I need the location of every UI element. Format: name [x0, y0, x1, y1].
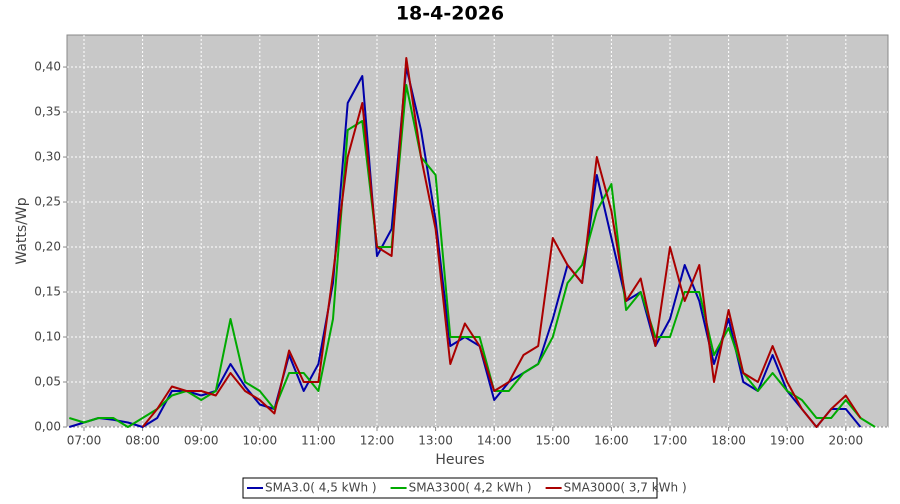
x-tick-label: 09:00 — [184, 434, 219, 448]
y-tick-label: 0,25 — [34, 195, 61, 209]
y-tick-label: 0,30 — [34, 150, 61, 164]
chart-title: 18-4-2026 — [396, 3, 504, 25]
x-tick-label: 13:00 — [418, 434, 453, 448]
legend-label: SMA3000( 3,7 kWh ) — [564, 481, 687, 495]
x-axis-label: Heures — [435, 452, 484, 468]
x-tick-label: 08:00 — [125, 434, 160, 448]
plot-area — [66, 34, 889, 428]
series-line — [141, 57, 862, 428]
legend-label: SMA3300( 4,2 kWh ) — [409, 481, 532, 495]
y-tick-label: 0,10 — [34, 330, 61, 344]
x-tick-label: 14:00 — [477, 434, 512, 448]
y-tick-label: 0,00 — [34, 420, 61, 434]
y-tick-label: 0,40 — [34, 60, 61, 74]
x-tick-label: 07:00 — [67, 434, 102, 448]
y-tick-label: 0,20 — [34, 240, 61, 254]
y-tick-label: 0,35 — [34, 105, 61, 119]
x-tick-label: 12:00 — [360, 434, 395, 448]
legend — [242, 477, 658, 499]
x-tick-label: 20:00 — [829, 434, 864, 448]
y-tick-label: 0,15 — [34, 285, 61, 299]
x-tick-label: 18:00 — [711, 434, 746, 448]
x-tick-label: 15:00 — [536, 434, 571, 448]
x-tick-label: 17:00 — [653, 434, 688, 448]
legend-label: SMA3.0( 4,5 kWh ) — [265, 481, 377, 495]
y-tick-label: 0,05 — [34, 375, 61, 389]
y-axis-label: Watts/Wp — [14, 197, 30, 264]
x-tick-label: 16:00 — [594, 434, 629, 448]
x-tick-label: 19:00 — [770, 434, 805, 448]
x-tick-label: 10:00 — [243, 434, 278, 448]
x-tick-label: 11:00 — [301, 434, 336, 448]
